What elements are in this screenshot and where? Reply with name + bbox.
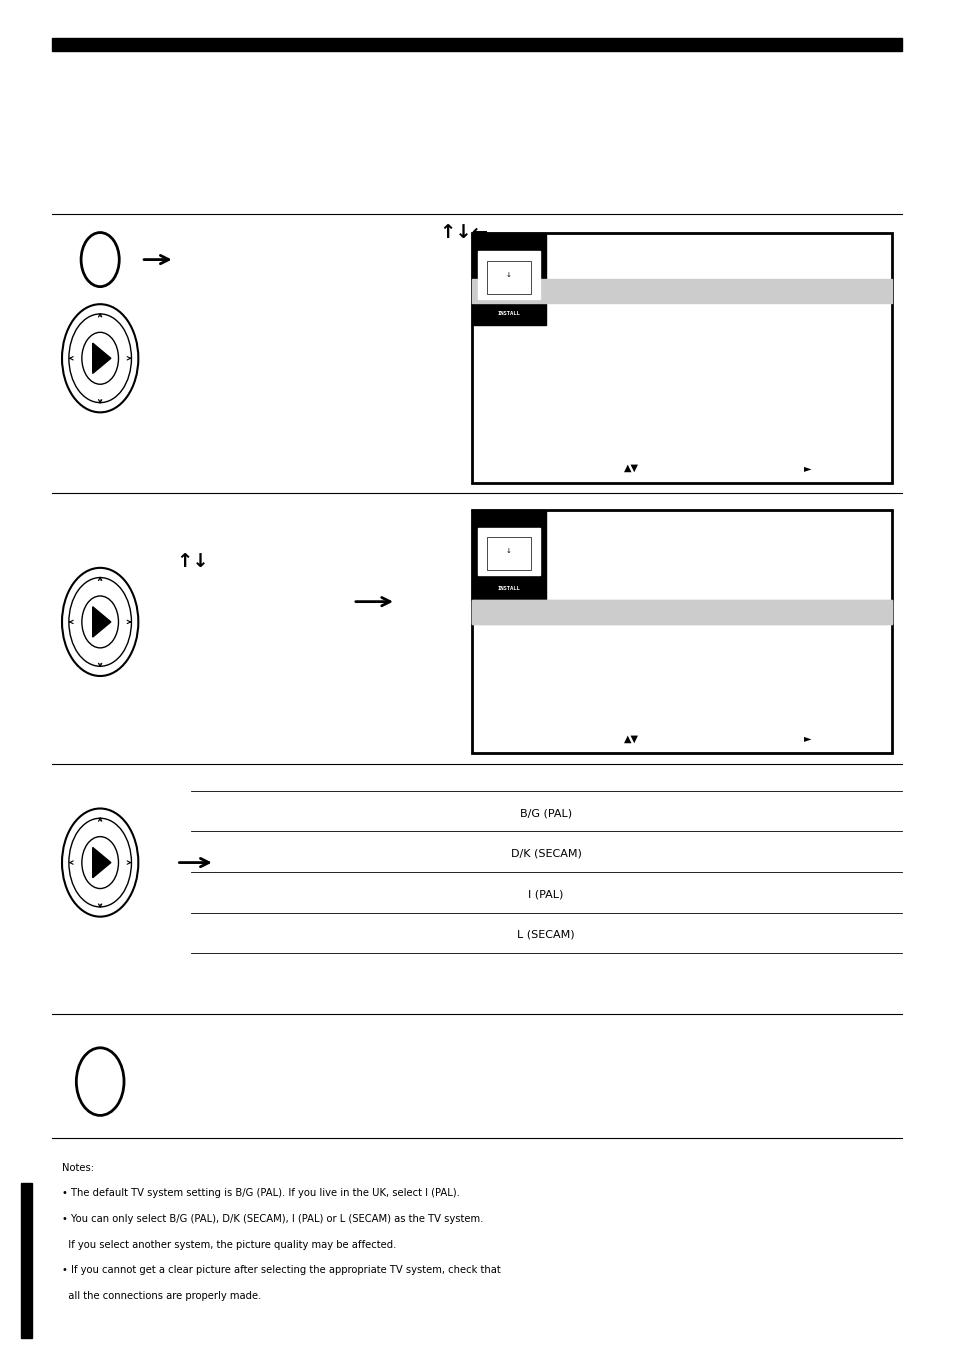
Bar [477,527,539,575]
Circle shape [62,808,138,917]
Bar [487,261,530,295]
Text: ▲▼: ▲▼ [623,462,639,473]
Bar [472,233,891,483]
Text: • You can only select B/G (PAL), D/K (SECAM), I (PAL) or L (SECAM) as the TV sys: • You can only select B/G (PAL), D/K (SE… [62,1214,483,1224]
Circle shape [69,818,132,907]
Bar [472,279,891,303]
Bar [472,510,891,753]
Circle shape [82,596,118,648]
Text: INSTALL: INSTALL [497,311,519,316]
Bar [472,600,891,625]
Bar [472,233,545,324]
Bar [21,1183,32,1338]
Circle shape [76,1048,124,1115]
Text: L (SECAM): L (SECAM) [517,930,575,940]
Bar [472,510,545,600]
Text: • The default TV system setting is B/G (PAL). If you live in the UK, select I (P: • The default TV system setting is B/G (… [62,1188,459,1198]
Circle shape [62,568,138,676]
Text: all the connections are properly made.: all the connections are properly made. [62,1291,261,1301]
Polygon shape [92,848,111,877]
Text: ↑↓: ↑↓ [176,552,209,571]
Text: Notes:: Notes: [62,1163,94,1172]
Text: ►: ► [803,462,811,473]
Bar [477,251,539,299]
Text: D/K (SECAM): D/K (SECAM) [510,849,581,859]
Text: ↑↓←: ↑↓← [438,223,487,242]
Circle shape [69,314,132,403]
Bar [487,537,530,569]
Text: ↓: ↓ [505,272,512,279]
Text: ►: ► [803,734,811,744]
Text: B/G (PAL): B/G (PAL) [519,808,572,818]
Text: ↓: ↓ [505,548,512,554]
Bar [52,38,901,51]
Circle shape [82,333,118,384]
Text: I (PAL): I (PAL) [528,890,563,899]
Text: If you select another system, the picture quality may be affected.: If you select another system, the pictur… [62,1240,395,1249]
Circle shape [81,233,119,287]
Circle shape [62,304,138,412]
Polygon shape [92,607,111,637]
Circle shape [82,837,118,888]
Circle shape [69,577,132,667]
Text: ▲▼: ▲▼ [623,734,639,744]
Bar [472,600,891,625]
Text: • If you cannot get a clear picture after selecting the appropriate TV system, c: • If you cannot get a clear picture afte… [62,1265,500,1275]
Text: INSTALL: INSTALL [497,587,519,591]
Polygon shape [92,343,111,373]
